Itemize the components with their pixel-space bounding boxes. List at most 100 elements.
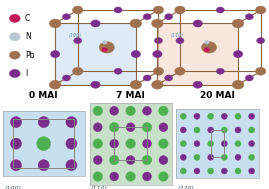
Circle shape: [130, 80, 142, 89]
Circle shape: [208, 168, 214, 174]
Circle shape: [208, 141, 214, 147]
Bar: [211, 130, 224, 157]
Circle shape: [154, 38, 162, 44]
Circle shape: [249, 127, 255, 133]
Circle shape: [151, 19, 163, 28]
Circle shape: [143, 172, 151, 181]
Circle shape: [126, 139, 135, 148]
Circle shape: [9, 33, 20, 41]
Circle shape: [194, 141, 200, 147]
Circle shape: [249, 141, 255, 147]
Text: N: N: [25, 32, 31, 41]
Circle shape: [66, 138, 77, 149]
Circle shape: [126, 123, 135, 132]
Circle shape: [37, 137, 51, 151]
Circle shape: [142, 155, 152, 165]
Circle shape: [110, 172, 119, 181]
Circle shape: [9, 51, 20, 59]
Circle shape: [165, 75, 173, 81]
Circle shape: [180, 141, 186, 147]
Circle shape: [99, 42, 114, 53]
Circle shape: [159, 156, 168, 164]
Circle shape: [249, 154, 255, 160]
Circle shape: [159, 106, 168, 116]
Circle shape: [256, 67, 266, 75]
Text: 7 MAI: 7 MAI: [116, 91, 145, 100]
Circle shape: [9, 69, 20, 77]
Circle shape: [51, 50, 60, 58]
Circle shape: [175, 67, 185, 75]
Circle shape: [153, 6, 164, 14]
Circle shape: [235, 168, 241, 174]
Circle shape: [232, 80, 244, 89]
Circle shape: [110, 139, 119, 148]
Circle shape: [10, 160, 22, 171]
Text: (220): (220): [178, 186, 195, 189]
Text: 20 MAI: 20 MAI: [200, 91, 235, 100]
Circle shape: [232, 19, 244, 28]
Circle shape: [159, 139, 168, 148]
Circle shape: [91, 81, 100, 88]
Circle shape: [176, 38, 184, 44]
Circle shape: [102, 40, 107, 44]
Circle shape: [249, 168, 255, 174]
Circle shape: [91, 20, 100, 27]
Circle shape: [10, 138, 22, 149]
Circle shape: [193, 81, 202, 88]
Text: C: C: [25, 14, 30, 23]
Text: (110): (110): [91, 186, 108, 189]
Circle shape: [9, 14, 20, 22]
Circle shape: [221, 113, 227, 119]
Circle shape: [143, 139, 151, 148]
Text: 0 MAI: 0 MAI: [29, 91, 58, 100]
Text: (100): (100): [69, 33, 82, 38]
Circle shape: [10, 117, 22, 128]
Circle shape: [114, 7, 122, 13]
Circle shape: [131, 50, 140, 58]
Circle shape: [109, 122, 119, 132]
Circle shape: [180, 168, 186, 174]
Circle shape: [153, 67, 164, 75]
Text: Pb: Pb: [25, 51, 34, 60]
Circle shape: [216, 68, 224, 74]
Circle shape: [110, 106, 119, 115]
Text: (110): (110): [171, 33, 184, 38]
Circle shape: [143, 106, 151, 115]
Circle shape: [93, 123, 102, 132]
Circle shape: [180, 127, 186, 133]
Circle shape: [233, 50, 243, 58]
Circle shape: [126, 172, 135, 181]
Circle shape: [201, 42, 217, 53]
Circle shape: [193, 20, 202, 27]
Circle shape: [126, 106, 135, 116]
Circle shape: [235, 154, 241, 160]
Circle shape: [142, 122, 152, 132]
Circle shape: [49, 80, 61, 89]
Circle shape: [245, 14, 253, 20]
Polygon shape: [157, 23, 238, 85]
Circle shape: [66, 117, 77, 128]
Circle shape: [159, 123, 168, 132]
Circle shape: [256, 6, 266, 14]
Circle shape: [257, 38, 265, 44]
Text: I: I: [25, 69, 27, 78]
Circle shape: [194, 154, 200, 160]
Circle shape: [216, 7, 224, 13]
Circle shape: [143, 14, 151, 20]
Circle shape: [235, 141, 241, 147]
Text: (100): (100): [4, 186, 21, 189]
Circle shape: [62, 75, 70, 81]
Circle shape: [93, 156, 102, 164]
Circle shape: [208, 113, 214, 119]
Circle shape: [204, 48, 210, 52]
Circle shape: [208, 127, 214, 133]
Circle shape: [175, 6, 185, 14]
Circle shape: [151, 80, 163, 89]
Circle shape: [62, 14, 70, 20]
Circle shape: [114, 68, 122, 74]
Circle shape: [130, 19, 142, 28]
Circle shape: [245, 75, 253, 81]
Polygon shape: [55, 23, 136, 85]
Circle shape: [235, 127, 241, 133]
Circle shape: [93, 172, 102, 181]
